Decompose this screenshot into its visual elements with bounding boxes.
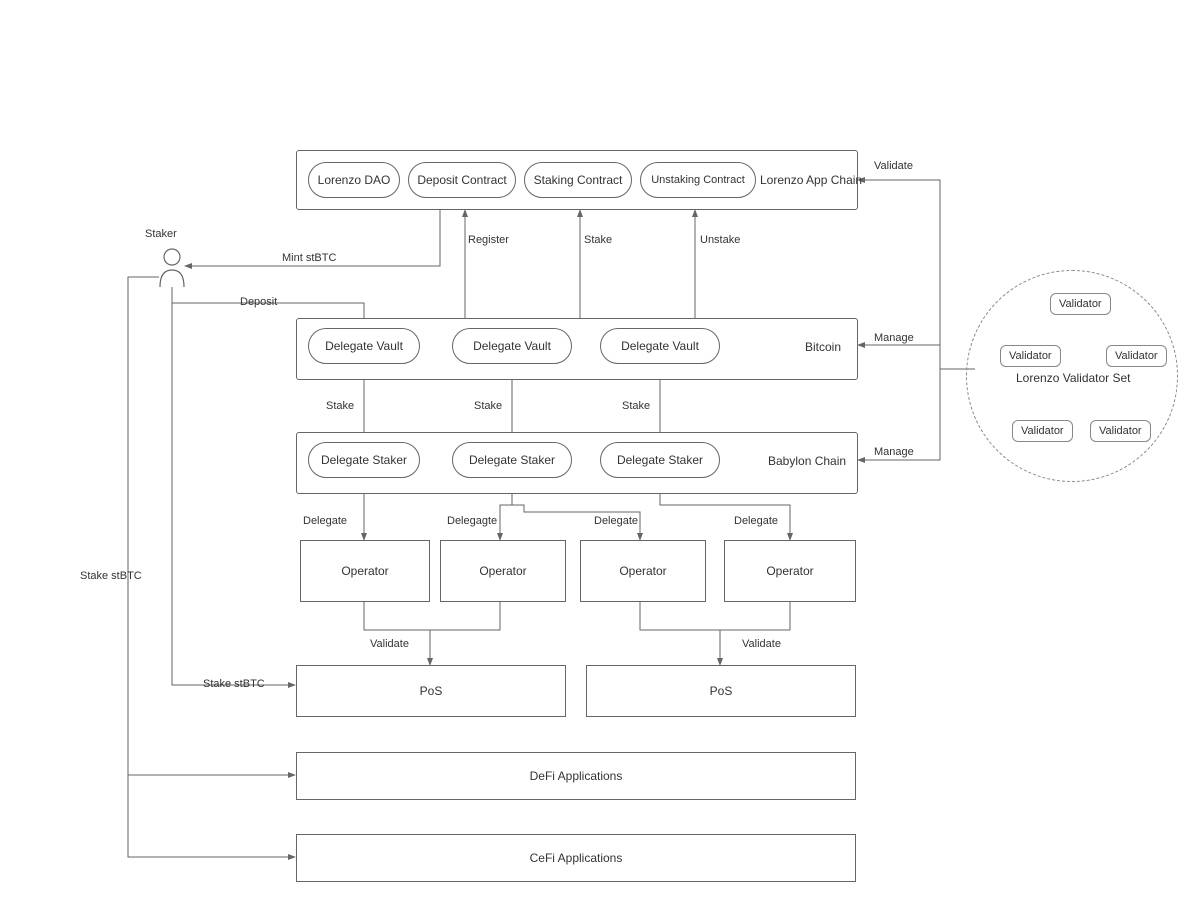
staker-title: Staker [145, 228, 177, 240]
node-label: Validator [1009, 350, 1052, 362]
node-validator-2: Validator [1000, 345, 1061, 367]
diagram-canvas: Staker Lorenzo App Chain Lorenzo DAO Dep… [0, 0, 1200, 915]
node-operator-1: Operator [300, 540, 430, 602]
node-delegate-staker-2: Delegate Staker [452, 442, 572, 478]
node-validator-5: Validator [1090, 420, 1151, 442]
node-pos-2: PoS [586, 665, 856, 717]
node-unstaking-contract: Unstaking Contract [640, 162, 756, 198]
node-label: Operator [619, 564, 666, 578]
node-label: DeFi Applications [530, 769, 623, 783]
node-lorenzo-dao: Lorenzo DAO [308, 162, 400, 198]
node-label: CeFi Applications [530, 851, 623, 865]
edge-label-manage-babylon: Manage [874, 446, 914, 458]
node-delegate-vault-2: Delegate Vault [452, 328, 572, 364]
edge-label-deposit: Deposit [240, 296, 277, 308]
node-operator-2: Operator [440, 540, 566, 602]
node-label: Operator [479, 564, 526, 578]
node-validator-4: Validator [1012, 420, 1073, 442]
node-label: Delegate Staker [321, 453, 407, 467]
edge-label-delegate-2: Delegagte [447, 515, 497, 527]
edge-label-manage-bitcoin: Manage [874, 332, 914, 344]
node-delegate-vault-3: Delegate Vault [600, 328, 720, 364]
edge-label-stake-stbtc-pos: Stake stBTC [203, 678, 265, 690]
node-label: Delegate Vault [325, 339, 403, 353]
edge-label-stake-2: Stake [474, 400, 502, 412]
edge-label-stake-3: Stake [622, 400, 650, 412]
node-label: Delegate Vault [473, 339, 551, 353]
app-chain-title: Lorenzo App Chain [760, 173, 862, 187]
node-staking-contract: Staking Contract [524, 162, 632, 198]
edge-label-mint: Mint stBTC [282, 252, 336, 264]
edge-label-stake-top: Stake [584, 234, 612, 246]
node-label: Operator [766, 564, 813, 578]
node-label: Deposit Contract [417, 173, 506, 187]
node-label: Validator [1059, 298, 1102, 310]
node-label: Operator [341, 564, 388, 578]
node-delegate-staker-1: Delegate Staker [308, 442, 420, 478]
node-delegate-vault-1: Delegate Vault [308, 328, 420, 364]
node-label: Delegate Vault [621, 339, 699, 353]
edge-label-unstake: Unstake [700, 234, 740, 246]
node-label: PoS [420, 684, 443, 698]
node-label: Staking Contract [534, 173, 623, 187]
edge-label-validate-1: Validate [370, 638, 409, 650]
edge-label-stake-1: Stake [326, 400, 354, 412]
node-delegate-staker-3: Delegate Staker [600, 442, 720, 478]
node-label: Validator [1115, 350, 1158, 362]
node-label: Delegate Staker [617, 453, 703, 467]
node-label: Unstaking Contract [651, 174, 745, 186]
node-operator-3: Operator [580, 540, 706, 602]
edge-label-validate-2: Validate [742, 638, 781, 650]
node-label: Validator [1021, 425, 1064, 437]
node-label: PoS [710, 684, 733, 698]
edge-label-stake-stbtc-left: Stake stBTC [80, 570, 142, 582]
node-validator-3: Validator [1106, 345, 1167, 367]
node-operator-4: Operator [724, 540, 856, 602]
node-deposit-contract: Deposit Contract [408, 162, 516, 198]
node-label: Delegate Staker [469, 453, 555, 467]
node-defi: DeFi Applications [296, 752, 856, 800]
edge-label-delegate-4: Delegate [734, 515, 778, 527]
node-cefi: CeFi Applications [296, 834, 856, 882]
babylon-title: Babylon Chain [768, 454, 846, 468]
edge-label-register: Register [468, 234, 509, 246]
edge-label-delegate-1: Delegate [303, 515, 347, 527]
edge-label-validate-appchain: Validate [874, 160, 913, 172]
node-pos-1: PoS [296, 665, 566, 717]
staker-icon [159, 248, 185, 288]
node-label: Lorenzo DAO [318, 173, 391, 187]
validator-set-title: Lorenzo Validator Set [1016, 371, 1131, 385]
node-validator-1: Validator [1050, 293, 1111, 315]
node-label: Validator [1099, 425, 1142, 437]
edge-label-delegate-3: Delegate [594, 515, 638, 527]
bitcoin-title: Bitcoin [805, 340, 841, 354]
